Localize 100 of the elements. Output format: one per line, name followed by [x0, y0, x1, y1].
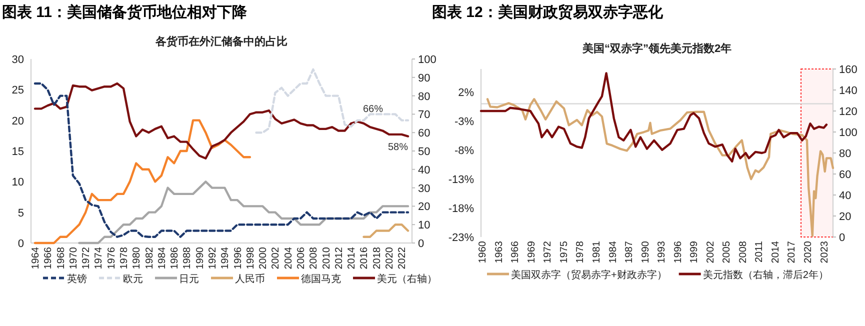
chart-subtitle: 各货币在外汇储备中的占比 — [154, 35, 288, 48]
y2-tick-label: 40 — [418, 164, 430, 176]
legend-label: 英镑 — [67, 273, 87, 285]
y2-tick-label: 0 — [418, 238, 424, 250]
x-tick-label: 1970 — [68, 246, 80, 270]
legend-label: 日元 — [179, 274, 199, 285]
x-tick-label: 1966 — [43, 246, 54, 270]
chart-title: 图表 12：美国财政贸易双赤字恶化 — [432, 3, 664, 21]
y2-tick-label: 90 — [418, 72, 430, 84]
x-tick-label: 2017 — [786, 240, 798, 264]
chart-title: 图表 11：美国储备货币地位相对下降 — [2, 3, 248, 21]
y2-tick-label: 80 — [839, 148, 852, 160]
y2-tick-label: 100 — [839, 127, 858, 139]
x-tick-label: 1980 — [132, 246, 143, 270]
x-tick-label: 1972 — [542, 240, 554, 264]
line-series — [486, 98, 834, 237]
x-tick-label: 1999 — [689, 240, 700, 264]
y2-tick-label: 0 — [839, 232, 846, 244]
legend-label: 美元指数（右轴，滞后2年） — [702, 269, 828, 281]
y-tick-label: -23% — [448, 232, 474, 244]
y-tick-label: 0 — [18, 238, 24, 250]
y-tick-label: 5 — [18, 207, 24, 220]
x-tick-label: 2000 — [258, 246, 270, 270]
y2-tick-label: 20 — [418, 201, 430, 214]
x-tick-label: 1974 — [94, 246, 105, 270]
x-tick-label: 2010 — [321, 246, 332, 270]
legend-label: 德国马克 — [301, 273, 341, 285]
x-tick-label: 2014 — [346, 246, 358, 270]
line-series — [78, 180, 410, 244]
x-tick-label: 1993 — [656, 240, 668, 264]
x-tick-label: 1987 — [624, 240, 636, 264]
legend-label: 美元（右轴） — [377, 273, 437, 285]
y-tick-label: -18% — [448, 203, 474, 216]
x-tick-label: 2016 — [359, 246, 370, 270]
y2-tick-label: 120 — [839, 106, 858, 118]
x-tick-label: 1992 — [208, 246, 219, 270]
x-tick-label: 1964 — [30, 246, 42, 270]
x-tick-label: 1982 — [144, 246, 156, 270]
x-tick-label: 1984 — [156, 246, 168, 270]
y-tick-label: 30 — [12, 54, 24, 66]
annotation: 66% — [362, 104, 384, 115]
x-tick-label: 2023 — [819, 240, 830, 264]
y-tick-label: -8% — [454, 145, 474, 158]
y2-tick-label: 10 — [418, 220, 430, 232]
x-tick-label: 1996 — [232, 246, 244, 270]
annotation: 58% — [388, 142, 408, 153]
x-tick-label: 2005 — [722, 240, 733, 264]
x-tick-label: 1981 — [591, 240, 602, 264]
x-tick-label: 1975 — [558, 240, 570, 264]
x-tick-label: 2018 — [372, 246, 383, 270]
x-tick-label: 1994 — [220, 246, 232, 270]
line-series — [34, 119, 252, 244]
x-tick-label: 1996 — [672, 240, 684, 264]
chart-subtitle: 美国“双赤字”领先美元指数2年 — [581, 42, 732, 55]
x-tick-label: 1988 — [182, 246, 194, 270]
y2-tick-label: 160 — [839, 64, 858, 76]
x-tick-label: 1969 — [526, 240, 538, 264]
x-tick-label: 2006 — [296, 246, 308, 270]
x-tick-label: 2011 — [754, 240, 766, 263]
y-tick-label: 10 — [12, 176, 24, 189]
x-tick-label: 1990 — [194, 246, 206, 270]
x-tick-label: 2002 — [705, 240, 716, 264]
x-tick-label: 1984 — [608, 240, 619, 264]
y-tick-label: 25 — [12, 84, 24, 97]
x-tick-label: 2020 — [384, 246, 396, 270]
x-tick-label: 1976 — [106, 246, 118, 270]
y2-tick-label: 80 — [418, 90, 430, 103]
x-tick-label: 2022 — [397, 246, 408, 270]
x-tick-label: 1978 — [575, 240, 586, 264]
x-tick-label: 2008 — [738, 240, 749, 264]
y2-tick-label: 50 — [418, 146, 430, 158]
legend-label: 美国双赤字（贸易赤字+财政赤字） — [511, 269, 667, 281]
x-tick-label: 1968 — [56, 246, 67, 270]
x-tick-label: 1990 — [640, 240, 652, 264]
line-series — [255, 68, 410, 134]
y-tick-label: -3% — [454, 116, 474, 128]
y2-tick-label: 40 — [839, 190, 852, 202]
legend-label: 人民币 — [235, 273, 265, 285]
x-tick-label: 2004 — [283, 246, 294, 270]
y2-tick-label: 60 — [418, 128, 430, 140]
x-tick-label: 1972 — [81, 246, 92, 270]
x-tick-label: 1978 — [119, 246, 130, 270]
legend-label: 欧元 — [123, 274, 143, 285]
x-tick-label: 2012 — [334, 246, 345, 270]
x-tick-label: 2008 — [308, 246, 320, 270]
x-tick-label: 2020 — [803, 240, 814, 264]
x-tick-label: 1963 — [494, 240, 505, 264]
x-tick-label: 1986 — [170, 246, 181, 270]
x-tick-label: 2014 — [770, 240, 782, 264]
y-tick-label: 20 — [12, 115, 24, 128]
y2-tick-label: 30 — [418, 182, 430, 195]
x-tick-label: 2002 — [270, 246, 282, 270]
x-tick-label: 1998 — [245, 246, 256, 270]
y2-tick-label: 60 — [839, 169, 852, 181]
line-series — [34, 82, 410, 160]
y-tick-label: 2% — [458, 87, 474, 100]
x-tick-label: 1966 — [510, 240, 522, 264]
y2-tick-label: 140 — [839, 85, 858, 97]
x-tick-label: 1960 — [478, 240, 489, 264]
y-tick-label: -13% — [448, 174, 474, 186]
